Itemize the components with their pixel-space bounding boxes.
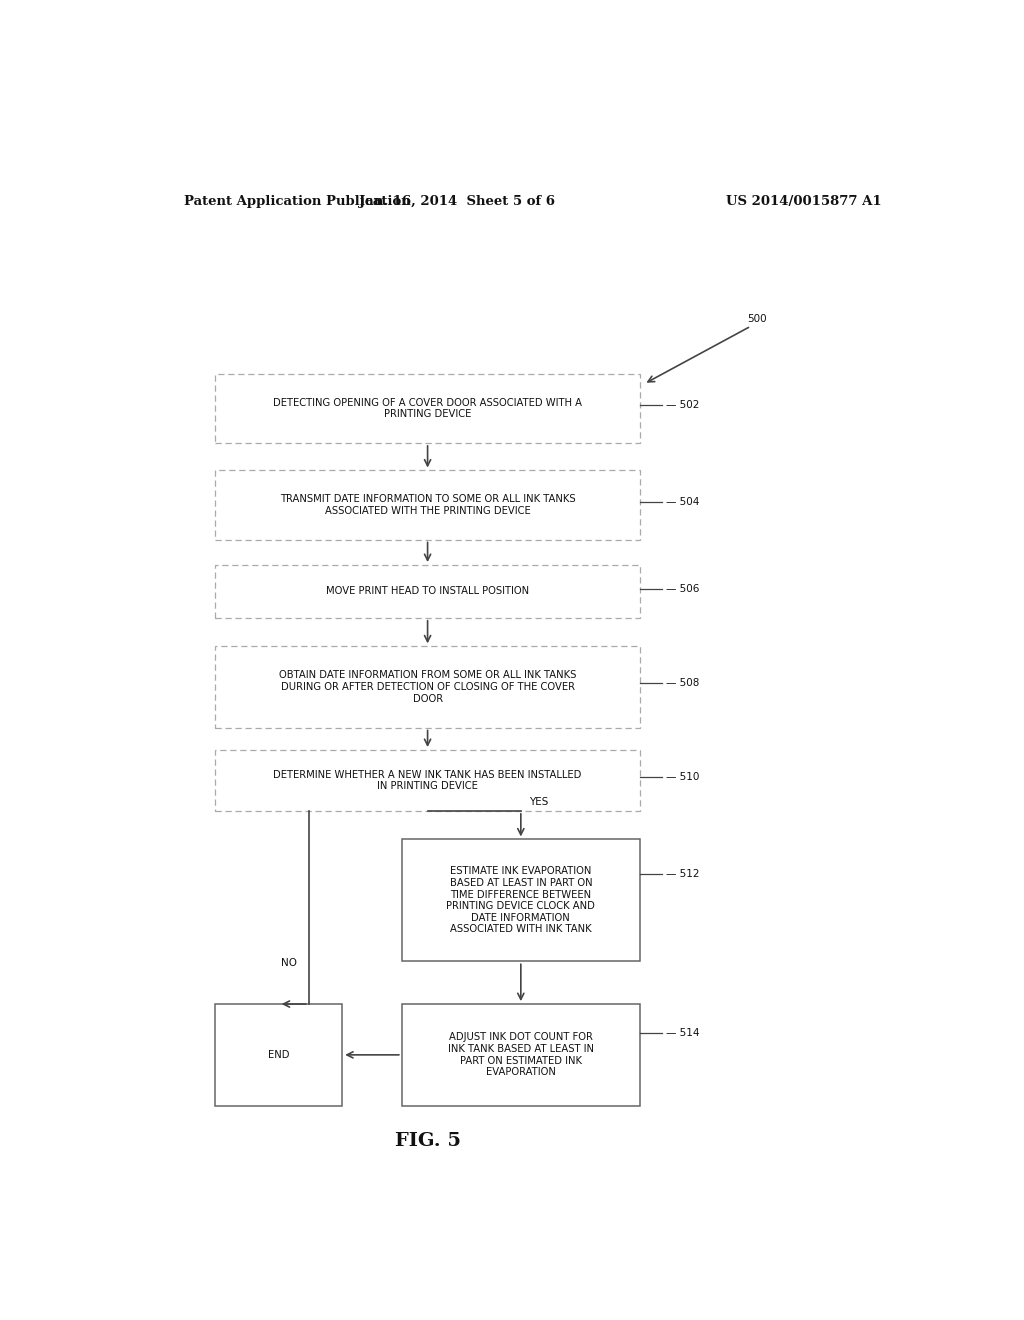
Text: FIG. 5: FIG. 5 xyxy=(395,1133,461,1150)
Text: — 514: — 514 xyxy=(666,1027,699,1038)
Text: — 506: — 506 xyxy=(666,583,699,594)
Text: Patent Application Publication: Patent Application Publication xyxy=(183,194,411,207)
Text: — 508: — 508 xyxy=(666,678,699,688)
Bar xyxy=(215,750,640,810)
Text: MOVE PRINT HEAD TO INSTALL POSITION: MOVE PRINT HEAD TO INSTALL POSITION xyxy=(326,586,529,597)
Text: — 510: — 510 xyxy=(666,772,699,783)
Text: OBTAIN DATE INFORMATION FROM SOME OR ALL INK TANKS
DURING OR AFTER DETECTION OF : OBTAIN DATE INFORMATION FROM SOME OR ALL… xyxy=(279,671,577,704)
Text: 500: 500 xyxy=(748,314,767,323)
Bar xyxy=(215,647,640,727)
Text: YES: YES xyxy=(528,797,548,807)
Text: END: END xyxy=(268,1049,290,1060)
Bar xyxy=(215,470,640,540)
Bar xyxy=(215,1005,342,1106)
Text: TRANSMIT DATE INFORMATION TO SOME OR ALL INK TANKS
ASSOCIATED WITH THE PRINTING : TRANSMIT DATE INFORMATION TO SOME OR ALL… xyxy=(280,494,575,516)
Text: Jan. 16, 2014  Sheet 5 of 6: Jan. 16, 2014 Sheet 5 of 6 xyxy=(359,194,555,207)
Text: DETECTING OPENING OF A COVER DOOR ASSOCIATED WITH A
PRINTING DEVICE: DETECTING OPENING OF A COVER DOOR ASSOCI… xyxy=(273,397,582,420)
Text: — 512: — 512 xyxy=(666,869,699,879)
Bar xyxy=(215,374,640,444)
Text: US 2014/0015877 A1: US 2014/0015877 A1 xyxy=(726,194,882,207)
Text: ADJUST INK DOT COUNT FOR
INK TANK BASED AT LEAST IN
PART ON ESTIMATED INK
EVAPOR: ADJUST INK DOT COUNT FOR INK TANK BASED … xyxy=(447,1032,594,1077)
Bar xyxy=(401,1005,640,1106)
Bar xyxy=(401,840,640,961)
Text: NO: NO xyxy=(281,958,297,969)
Bar xyxy=(215,565,640,618)
Text: — 504: — 504 xyxy=(666,496,699,507)
Text: DETERMINE WHETHER A NEW INK TANK HAS BEEN INSTALLED
IN PRINTING DEVICE: DETERMINE WHETHER A NEW INK TANK HAS BEE… xyxy=(273,770,582,791)
Text: — 502: — 502 xyxy=(666,400,699,411)
Text: ESTIMATE INK EVAPORATION
BASED AT LEAST IN PART ON
TIME DIFFERENCE BETWEEN
PRINT: ESTIMATE INK EVAPORATION BASED AT LEAST … xyxy=(446,866,595,935)
